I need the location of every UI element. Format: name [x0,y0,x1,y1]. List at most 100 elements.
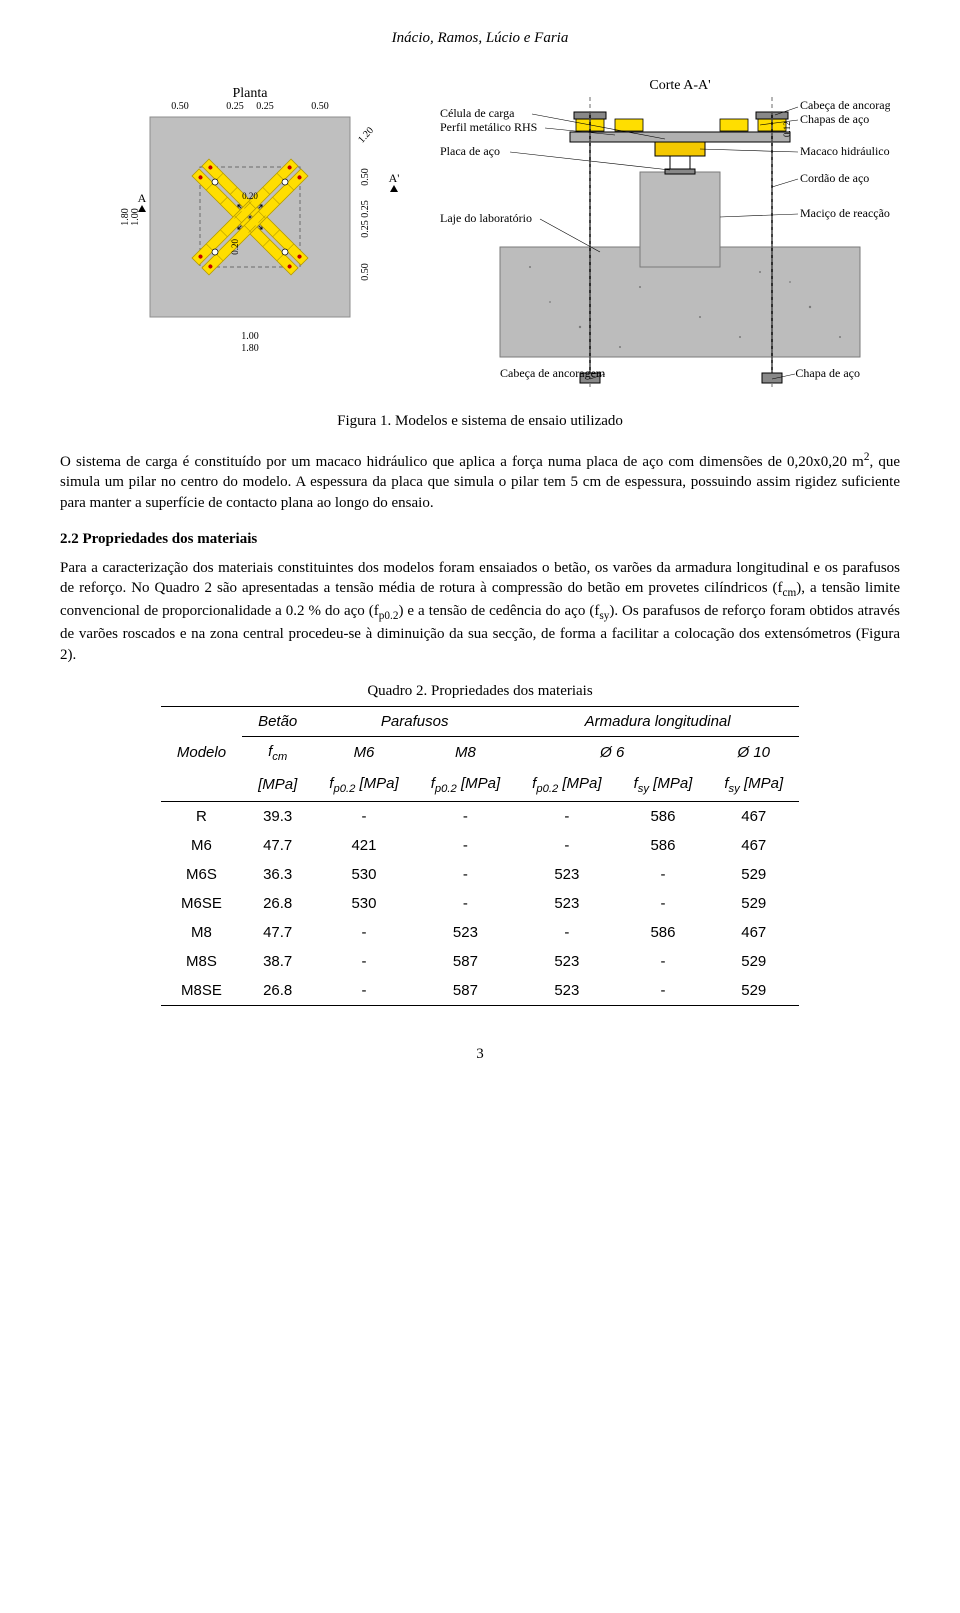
table-cell: 39.3 [242,801,313,831]
figure-caption: Figura 1. Modelos e sistema de ensaio ut… [60,413,900,430]
table-cell: - [313,976,414,1006]
dim: 0.25 [226,101,244,112]
table-caption: Quadro 2. Propriedades dos materiais [60,683,900,700]
th-modelo: Modelo [161,736,242,769]
th-fcm: fcm [242,736,313,769]
table-2: Quadro 2. Propriedades dos materiais Bet… [60,683,900,1006]
dim: 0.25 [360,200,371,218]
dim: 0.50 [311,101,329,112]
table-cell: 529 [708,860,799,889]
table-row: M847.7-523-586467 [161,918,799,947]
dim: 0.20 [230,239,240,255]
label-laje: Laje do laboratório [440,211,532,225]
label-macaco: Macaco hidráulico [800,144,890,158]
arrow [390,185,398,192]
table-row: M6SE26.8530-523-529 [161,889,799,918]
th-unit-fsy: fsy [MPa] [618,769,709,802]
label-a: A [138,191,147,205]
dim: 0.25 [360,220,371,238]
table-cell: 26.8 [242,976,313,1006]
table-cell: 47.7 [242,831,313,860]
th-m6: M6 [313,736,414,769]
label-celula: Célula de carga [440,106,515,120]
dim: 0.50 [360,263,371,281]
authors-header: Inácio, Ramos, Lúcio e Faria [60,30,900,47]
jack-piston [670,156,690,170]
heading-2-2: 2.2 Propriedades dos materiais [60,531,900,548]
table-cell: 467 [708,918,799,947]
label-anchoragem-top: Cabeça de ancoragem [800,98,890,112]
paragraph-2: Para a caracterização dos materiais cons… [60,558,900,665]
table-cell: - [516,918,617,947]
table-row: M647.7421--586467 [161,831,799,860]
table-cell: - [313,918,414,947]
table-cell: - [313,801,414,831]
dim: 1.00 [241,331,259,342]
label-perfil: Perfil metálico RHS [440,120,537,134]
th-betao: Betão [242,706,313,736]
table-row: M6S36.3530-523-529 [161,860,799,889]
table-cell: 586 [618,918,709,947]
label-anchoragem-bot: Cabeça de ancoragem [500,366,606,380]
table-cell: 523 [516,860,617,889]
label-chapa-bot: Chapa de aço [795,366,860,380]
th-d6: Ø 6 [516,736,708,769]
dim: 1.00 [130,208,141,226]
table-row: R39.3---586467 [161,801,799,831]
label-chapas: Chapas de aço [800,112,869,126]
dim: 0.20 [242,191,258,201]
table-cell: 36.3 [242,860,313,889]
table-cell: M6S [161,860,242,889]
table-cell: - [618,947,709,976]
jack [655,142,705,156]
table-cell: 587 [415,947,516,976]
table-cell: 530 [313,889,414,918]
table-cell: R [161,801,242,831]
table-cell: M8 [161,918,242,947]
figure-1: Planta 0.50 0.25 0.25 0.50 [60,67,900,430]
table-cell: 529 [708,947,799,976]
table-row: M8SE26.8-587523-529 [161,976,799,1006]
table-cell: - [516,831,617,860]
label-macico: Maciço de reacção [800,206,890,220]
table-cell: 523 [516,947,617,976]
table-cell: - [618,889,709,918]
table-cell: 38.7 [242,947,313,976]
label-corte: Corte A-A' [649,78,710,93]
table-cell: 47.7 [242,918,313,947]
th-unit-fsy: fsy [MPa] [708,769,799,802]
table-cell: - [313,947,414,976]
table-cell: M6SE [161,889,242,918]
table-cell: - [415,831,516,860]
table-cell: - [618,976,709,1006]
table-cell: 523 [516,889,617,918]
label-a-prime: A' [389,171,400,185]
label-placa: Placa de aço [440,144,500,158]
th-unit-mpa: [MPa] [242,769,313,802]
table-cell: 586 [618,801,709,831]
table-row: M8S38.7-587523-529 [161,947,799,976]
table-cell: M8SE [161,976,242,1006]
table-cell: 587 [415,976,516,1006]
bottom-anchor [762,373,782,383]
figure-svg: Planta 0.50 0.25 0.25 0.50 [70,67,890,407]
table-cell: - [618,860,709,889]
table-cell: - [415,889,516,918]
table-cell: 523 [415,918,516,947]
table-cell: M6 [161,831,242,860]
label-cordao: Cordão de aço [800,171,869,185]
table-cell: 467 [708,831,799,860]
th-unit-fp02: fp0.2 [MPa] [415,769,516,802]
dim: 1.80 [241,343,259,354]
table-cell: - [516,801,617,831]
th-unit-fp02: fp0.2 [MPa] [313,769,414,802]
dim: 0.25 [256,101,274,112]
table-cell: 586 [618,831,709,860]
page-number: 3 [60,1046,900,1063]
label-planta: Planta [233,86,269,101]
table-cell: - [415,801,516,831]
th-parafusos: Parafusos [313,706,516,736]
table-cell: 26.8 [242,889,313,918]
dim: 0.12 [782,121,792,137]
table-cell: 529 [708,889,799,918]
